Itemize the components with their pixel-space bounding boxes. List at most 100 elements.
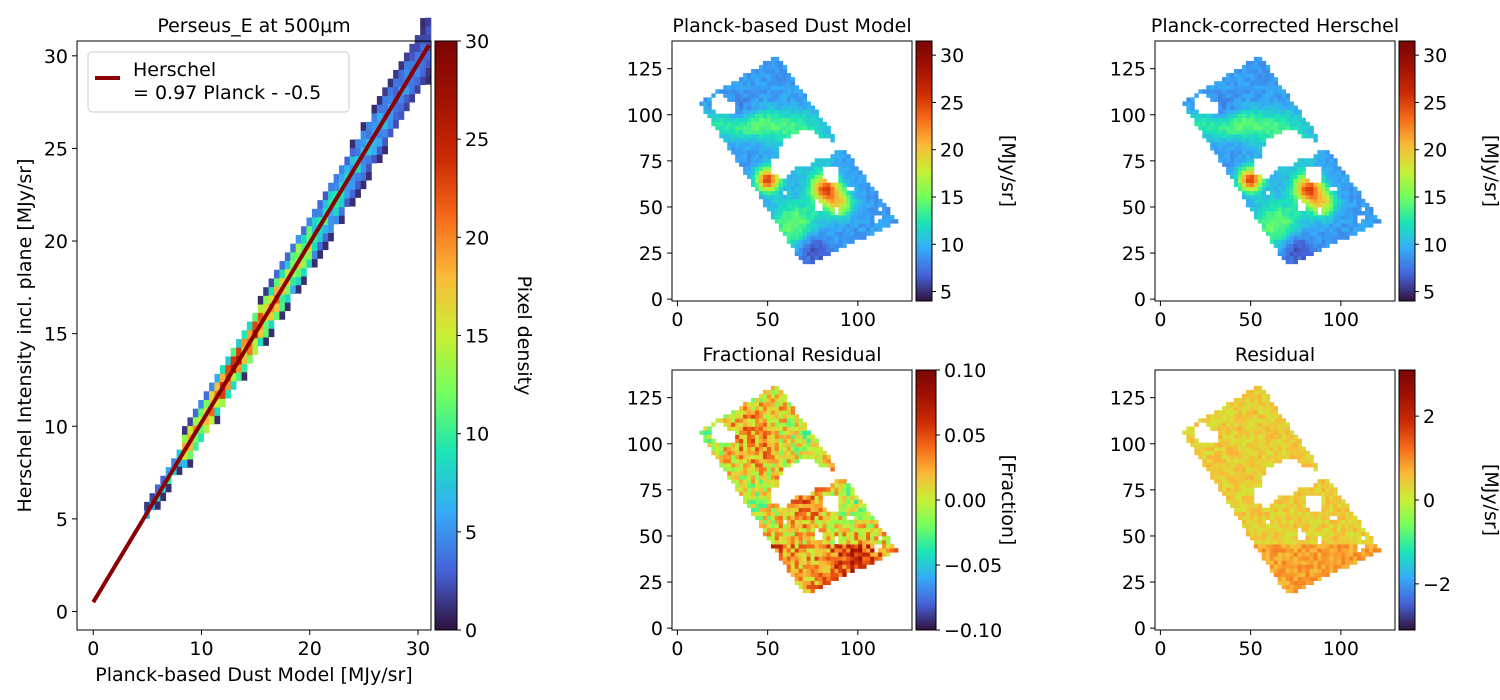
map-pixel	[818, 211, 823, 216]
map-pixel	[778, 548, 784, 553]
map-pixel	[870, 519, 875, 525]
map-pixel	[766, 93, 772, 98]
map-pixel	[747, 475, 752, 480]
map-pixel	[1353, 519, 1358, 525]
map-pixel	[1341, 527, 1346, 533]
map-pixel	[1313, 231, 1318, 236]
map-pixel	[1269, 113, 1275, 119]
map-pixel	[1218, 471, 1223, 476]
map-pixel	[1285, 231, 1291, 236]
map-pixel	[778, 511, 784, 517]
map-pixel	[1234, 466, 1239, 472]
map-pixel	[735, 109, 740, 115]
map-pixel	[798, 89, 804, 94]
scatter-ytick-label: 25	[44, 138, 68, 160]
map-pixel	[826, 206, 831, 212]
density-cell	[284, 285, 291, 295]
map-pixel	[1301, 247, 1306, 252]
map-pixel	[1329, 548, 1334, 553]
map-pixel	[846, 154, 851, 159]
map-pixel	[1226, 170, 1231, 175]
map-pixel	[786, 223, 792, 228]
density-cell	[338, 215, 345, 224]
density-cell	[306, 217, 313, 227]
map-pixel	[1218, 125, 1223, 131]
map-pixel	[810, 105, 815, 110]
map-pixel	[1273, 215, 1279, 220]
map-pixel	[1313, 466, 1318, 472]
map-pixel	[1317, 162, 1322, 167]
map-pixel	[1277, 227, 1283, 232]
map-pixel	[806, 202, 811, 208]
map-pixel	[1301, 544, 1306, 549]
map-pixel	[1345, 223, 1350, 228]
map-pixel	[842, 491, 847, 496]
map-pixel	[762, 93, 768, 98]
map-pixel	[858, 235, 863, 240]
map-pixel	[818, 454, 823, 460]
map-pixel	[1218, 129, 1223, 135]
map-pixel	[822, 580, 827, 586]
map-pixel	[1281, 535, 1287, 541]
map-pixel	[1361, 211, 1366, 216]
map-pixel	[1269, 422, 1275, 427]
map-pixel	[1241, 113, 1247, 119]
map-pixel	[1206, 117, 1211, 123]
map-pixel	[1285, 572, 1291, 577]
map-pixel	[1353, 535, 1358, 541]
map-pixel	[758, 113, 764, 119]
map-pixel	[739, 125, 744, 131]
map-pixel	[1301, 162, 1306, 167]
map-pixel	[1309, 194, 1314, 200]
density-cell	[209, 390, 215, 400]
map-pixel	[814, 540, 819, 545]
map-pixel	[758, 471, 764, 476]
density-cell	[203, 399, 210, 409]
map-pixel	[810, 206, 815, 212]
map-pixel	[751, 434, 756, 439]
map-pixel	[747, 77, 752, 82]
map-pixel	[727, 418, 732, 423]
map-pixel	[751, 77, 756, 82]
map-pixel	[1241, 162, 1247, 167]
map-pixel	[1261, 182, 1267, 188]
map-pixel	[1297, 548, 1302, 553]
map-title: Residual	[1235, 344, 1315, 366]
map-pixel	[774, 133, 780, 139]
map-pixel	[766, 422, 772, 427]
map-pixel	[1269, 556, 1275, 561]
map-pixel	[758, 64, 764, 70]
map-pixel	[735, 146, 740, 151]
map-pixel	[1257, 121, 1263, 127]
map-pixel	[1305, 243, 1310, 248]
map-pixel	[814, 507, 819, 513]
map-pixel	[826, 515, 831, 521]
map-pixel	[1245, 479, 1251, 484]
map-pixel	[822, 572, 827, 577]
map-pixel	[1238, 434, 1243, 439]
colorbar-label: [Fraction]	[997, 455, 1019, 546]
map-pixel	[1226, 133, 1231, 139]
map-pixel	[1321, 568, 1326, 573]
map-pixel	[782, 101, 788, 106]
map-pixel	[1222, 77, 1227, 82]
map-pixel	[1269, 211, 1275, 216]
map-pixel	[814, 515, 819, 521]
map-pixel	[838, 231, 843, 236]
map-pixel	[1293, 588, 1298, 594]
map-pixel	[1206, 458, 1211, 464]
density-cell	[387, 128, 394, 138]
map-pixel	[874, 211, 879, 216]
map-pixel	[762, 434, 768, 439]
map-pixel	[814, 227, 819, 232]
density-cell	[149, 493, 156, 502]
map-pixel	[1261, 418, 1267, 423]
map-pixel	[743, 487, 748, 492]
map-pixel	[1241, 458, 1247, 464]
map-pixel	[1297, 515, 1302, 521]
map-pixel	[806, 166, 811, 171]
map-pixel	[786, 219, 792, 224]
map-pixel	[762, 69, 768, 74]
map-pixel	[826, 239, 831, 244]
scatter-xlabel: Planck-based Dust Model [MJy/sr]	[95, 664, 412, 686]
